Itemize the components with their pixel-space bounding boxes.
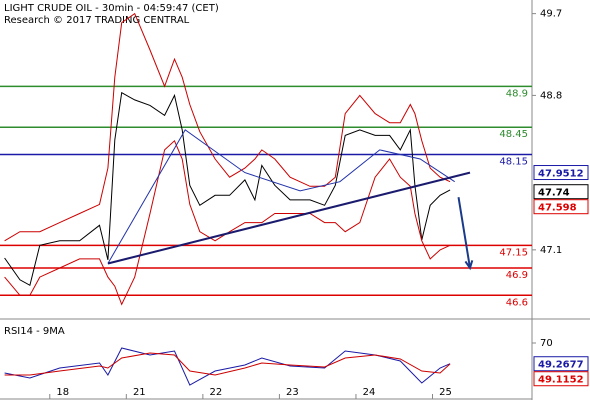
level-label: 48.15 [499,156,528,167]
x-tick-label: 24 [363,387,376,398]
price-tag-label: 49.1152 [538,375,584,386]
level-label: 46.9 [506,270,528,281]
level-label: 47.15 [499,247,528,258]
y-tick-label: 70 [540,338,553,349]
level-label: 48.45 [499,129,528,140]
price-tag-label: 47.9512 [538,169,584,180]
series-line [4,91,451,287]
x-tick-label: 18 [56,387,69,398]
series-line [4,347,451,386]
price-tag-label: 47.598 [538,203,577,214]
chart-title: LIGHT CRUDE OIL - 30min - 04:59:47 (CET) [4,3,219,14]
y-tick-label: 47.1 [540,245,562,256]
x-tick-label: 23 [286,387,299,398]
price-tag [533,199,589,215]
price-tag [533,371,589,387]
price-tag [533,165,589,181]
price-tag-label: 47.74 [538,188,570,199]
arrow [457,197,474,271]
series-line [107,129,455,264]
series-line [4,12,451,242]
x-tick-label: 21 [133,387,146,398]
price-tag [533,184,589,200]
trendline [107,171,471,265]
level-label: 48.9 [506,88,528,99]
price-tag [533,356,589,372]
y-tick-label: 48.8 [540,90,562,101]
price-tag-label: 49.2677 [538,360,584,371]
level-label: 46.6 [506,297,528,308]
x-tick-label: 22 [209,387,222,398]
chart-subtitle: Research © 2017 TRADING CENTRAL [4,15,190,26]
y-tick-label: 49.7 [540,9,562,20]
series-line [4,139,451,306]
rsi-title: RSI14 - 9MA [4,326,65,337]
x-tick-label: 25 [439,387,452,398]
series-line [4,352,451,376]
